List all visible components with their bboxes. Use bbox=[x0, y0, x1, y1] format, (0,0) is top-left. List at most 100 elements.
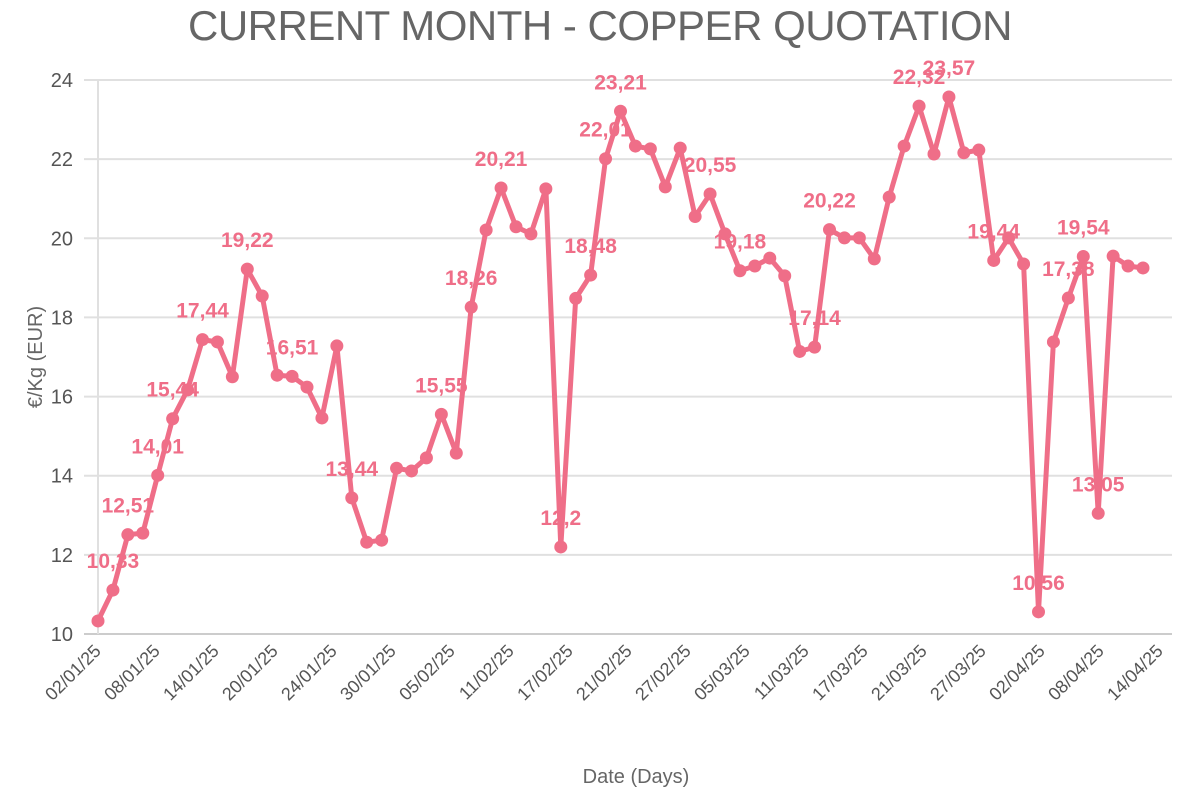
data-point bbox=[643, 142, 657, 156]
data-point bbox=[136, 526, 150, 540]
data-point bbox=[405, 464, 418, 478]
data-point bbox=[360, 535, 374, 549]
data-point bbox=[345, 491, 359, 505]
data-label: 12,51 bbox=[102, 495, 155, 518]
data-label: 10,56 bbox=[1012, 572, 1065, 595]
y-tick-label: 10 bbox=[51, 624, 73, 646]
chart-title: CURRENT MONTH - COPPER QUOTATION bbox=[188, 2, 1013, 49]
data-point bbox=[569, 291, 583, 305]
data-point bbox=[240, 262, 254, 276]
data-point bbox=[658, 180, 672, 194]
data-point bbox=[479, 223, 493, 237]
data-label: 12,2 bbox=[540, 507, 581, 530]
x-tick-label: 02/01/25 bbox=[41, 641, 105, 705]
data-label: 13,44 bbox=[326, 458, 379, 481]
data-point bbox=[449, 446, 463, 460]
x-tick-label: 27/03/25 bbox=[926, 641, 990, 705]
data-label: 19,54 bbox=[1057, 216, 1110, 239]
data-label: 19,22 bbox=[221, 229, 274, 252]
data-point bbox=[927, 147, 941, 161]
data-point bbox=[1076, 249, 1090, 263]
data-label: 17,14 bbox=[788, 307, 841, 330]
data-point bbox=[330, 339, 344, 353]
data-point bbox=[1002, 231, 1016, 245]
data-point bbox=[703, 187, 717, 201]
data-point bbox=[823, 223, 836, 237]
data-point bbox=[494, 181, 508, 195]
x-tick-label: 17/02/25 bbox=[513, 641, 577, 705]
y-axis-title: €/Kg (EUR) bbox=[25, 306, 47, 408]
data-point bbox=[554, 540, 568, 554]
data-point bbox=[390, 461, 404, 475]
data-point bbox=[882, 190, 896, 204]
x-tick-label: 08/04/25 bbox=[1044, 641, 1108, 705]
data-point bbox=[196, 333, 209, 347]
data-point bbox=[300, 380, 314, 394]
data-point bbox=[778, 269, 792, 283]
data-label: 17,38 bbox=[1042, 258, 1095, 281]
data-point bbox=[1061, 291, 1075, 305]
data-point bbox=[166, 412, 180, 426]
data-label: 14,01 bbox=[131, 435, 184, 458]
data-point bbox=[270, 368, 284, 382]
data-label: 15,44 bbox=[146, 379, 199, 402]
data-point bbox=[315, 411, 329, 425]
data-point bbox=[255, 289, 269, 303]
data-point bbox=[210, 335, 224, 349]
x-tick-label: 11/02/25 bbox=[455, 641, 518, 704]
data-label: 15,55 bbox=[415, 374, 468, 397]
data-label: 17,44 bbox=[176, 300, 229, 323]
data-point bbox=[688, 210, 702, 224]
y-tick-label: 18 bbox=[51, 307, 73, 329]
data-point bbox=[151, 468, 165, 482]
data-point bbox=[793, 344, 807, 358]
data-point bbox=[419, 451, 433, 465]
x-tick-label: 21/03/25 bbox=[867, 641, 931, 705]
x-tick-label: 05/02/25 bbox=[395, 641, 459, 705]
data-label: 20,21 bbox=[475, 148, 528, 171]
y-tick-label: 24 bbox=[51, 70, 73, 92]
data-point bbox=[121, 528, 135, 542]
data-point bbox=[614, 104, 627, 118]
x-tick-label: 02/04/25 bbox=[985, 641, 1049, 705]
data-point bbox=[1106, 249, 1120, 263]
data-label: 22,32 bbox=[893, 66, 946, 89]
data-point bbox=[509, 220, 523, 234]
data-point bbox=[285, 369, 299, 383]
data-point bbox=[225, 370, 239, 384]
data-point bbox=[987, 253, 1001, 267]
data-point bbox=[972, 143, 986, 157]
data-label: 23,21 bbox=[594, 71, 647, 94]
y-tick-label: 12 bbox=[51, 545, 73, 567]
x-tick-label: 21/02/25 bbox=[572, 641, 636, 705]
x-tick-label: 27/02/25 bbox=[631, 641, 695, 705]
data-point bbox=[106, 583, 120, 597]
data-point bbox=[464, 300, 478, 314]
y-tick-label: 20 bbox=[51, 228, 73, 250]
data-point bbox=[957, 146, 971, 160]
data-point bbox=[524, 227, 538, 241]
x-axis-title: Date (Days) bbox=[583, 766, 690, 788]
data-point bbox=[1121, 259, 1135, 273]
data-point bbox=[808, 340, 822, 354]
x-tick-label: 05/03/25 bbox=[690, 641, 754, 705]
data-label: 19,44 bbox=[967, 220, 1020, 243]
data-label: 13,05 bbox=[1072, 473, 1125, 496]
x-tick-label: 24/01/25 bbox=[277, 641, 341, 705]
data-label: 22,01 bbox=[579, 119, 632, 142]
data-label: 20,22 bbox=[803, 190, 856, 213]
data-point bbox=[1032, 605, 1045, 619]
data-point bbox=[852, 231, 866, 245]
y-tick-label: 16 bbox=[51, 387, 73, 409]
data-point bbox=[1091, 506, 1105, 520]
data-point bbox=[1046, 335, 1060, 349]
x-tick-label: 08/01/25 bbox=[100, 641, 164, 705]
data-label: 19,18 bbox=[714, 231, 767, 254]
data-point bbox=[942, 90, 956, 104]
data-label: 18,48 bbox=[564, 235, 617, 258]
data-point bbox=[912, 99, 926, 113]
x-tick-label: 20/01/25 bbox=[218, 641, 282, 705]
data-point bbox=[748, 259, 762, 273]
